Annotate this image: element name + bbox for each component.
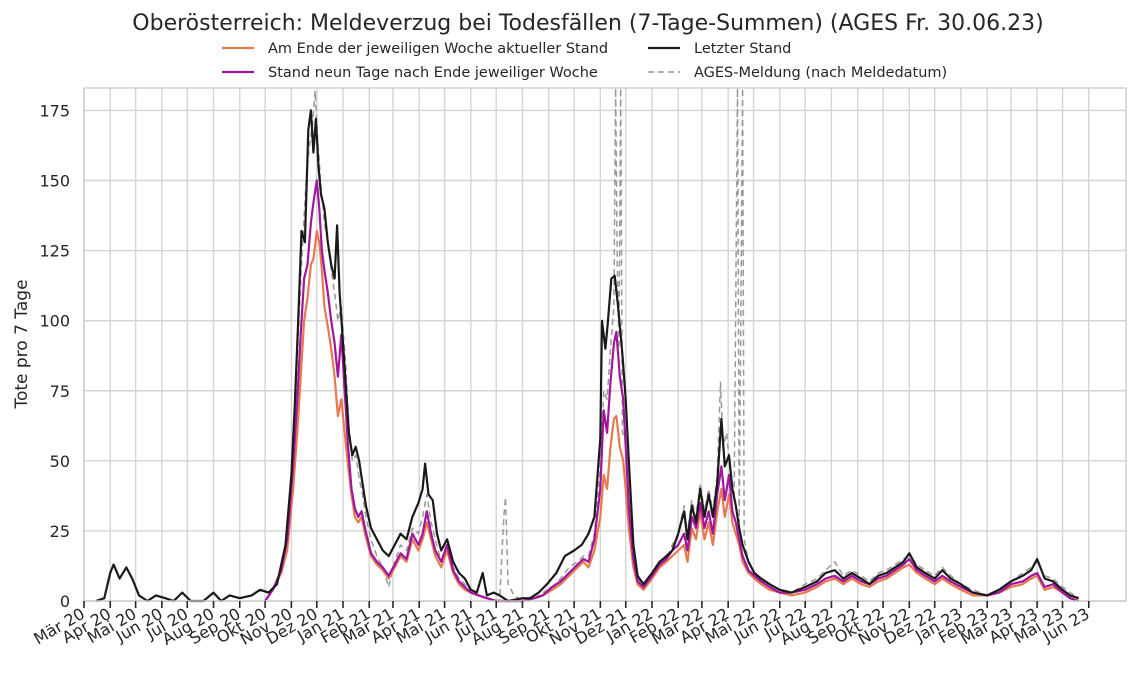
- legend-label: Am Ende der jeweiligen Woche aktueller S…: [268, 41, 608, 57]
- series-line: [95, 109, 1079, 603]
- series-line: [264, 87, 1080, 602]
- y-tick-label: 50: [50, 452, 70, 471]
- y-tick-label: 25: [50, 522, 70, 541]
- y-tick-label: 125: [39, 242, 70, 261]
- y-tick-label: 75: [50, 382, 70, 401]
- plot-frame: [83, 87, 1127, 602]
- legend-label: Letzter Stand: [694, 41, 791, 57]
- y-tick-label: 100: [39, 312, 70, 331]
- legend-label: AGES-Meldung (nach Meldedatum): [694, 65, 947, 81]
- chart-title: Oberösterreich: Meldeverzug bei Todesfäl…: [132, 11, 1043, 36]
- y-tick-label: 175: [39, 101, 70, 120]
- series-line: [264, 179, 1079, 603]
- y-axis-label: Tote pro 7 Tage: [12, 279, 32, 409]
- y-tick-label: 0: [60, 592, 70, 611]
- legend: Am Ende der jeweiligen Woche aktueller S…: [222, 41, 947, 81]
- y-tick-label: 150: [39, 172, 70, 191]
- legend-label: Stand neun Tage nach Ende jeweiliger Woc…: [268, 65, 598, 81]
- plot-area: [95, 87, 1080, 603]
